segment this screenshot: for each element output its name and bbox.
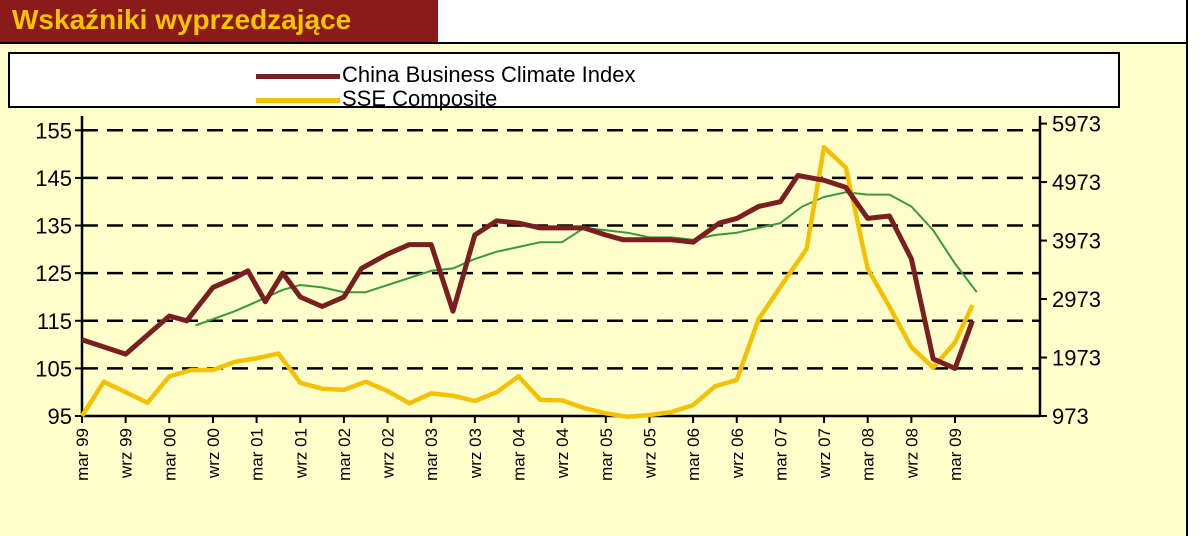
right-border-strip [1186,0,1200,536]
x-tick-label: mar 01 [248,428,267,481]
tick-labels: 95 105 115 125 135 145 155 973 1973 2973 3973 4973 5… [35,112,1101,481]
left-tick-label: 125 [35,261,72,286]
x-tick-label: wrz 06 [728,428,747,479]
legend-label-cbci: China Business Climate Index [342,62,636,87]
x-tick-label: mar 03 [422,428,441,481]
chart-title: Wskaźniki wyprzedzające [12,4,352,35]
x-tick-label: mar 07 [771,428,790,481]
left-tick-label: 95 [48,404,72,429]
chart-legend: China Business Climate Index SSE Composi… [8,52,1120,111]
right-tick-label: 4973 [1052,170,1101,195]
x-tick-label: mar 99 [73,428,92,481]
legend-swatch-sse [256,98,340,103]
x-tick-label: mar 09 [946,428,965,481]
left-tick-label: 115 [37,309,72,334]
series-line-cbci [81,173,975,371]
x-tick-label: wrz 07 [815,428,834,479]
series-line-trend [195,191,978,327]
x-tick-label: wrz 99 [117,428,136,479]
x-tick-label: mar 00 [160,428,179,481]
x-tick-label: wrz 04 [553,428,572,479]
x-tick-label: mar 05 [597,428,616,481]
x-tick-label: wrz 01 [291,428,310,479]
grid-lines [82,129,1040,370]
x-tick-label: wrz 00 [204,428,223,479]
axes [75,116,1047,423]
title-bar-spacer [438,0,1186,44]
series-line-sse [80,144,975,420]
x-tick-label: mar 06 [684,428,703,481]
x-tick-label: mar 02 [335,428,354,481]
title-bar: Wskaźniki wyprzedzające [0,0,438,44]
x-tick-label: wrz 05 [640,428,659,479]
right-tick-label: 2973 [1052,287,1101,312]
right-tick-label: 1973 [1052,346,1101,371]
right-tick-label: 3973 [1052,229,1101,254]
x-tick-label: wrz 03 [466,428,485,479]
x-tick-label: wrz 02 [379,428,398,479]
legend-label-sse: SSE Composite [342,86,498,111]
x-tick-label: wrz 08 [902,428,921,479]
left-tick-label: 135 [35,214,72,239]
legend-swatch-cbci [256,74,340,79]
series-lines [80,144,978,420]
x-tick-label: mar 08 [859,428,878,481]
left-tick-label: 145 [35,166,72,191]
x-tick-label: mar 04 [510,428,529,481]
left-tick-label: 105 [35,356,72,381]
right-tick-label: 5973 [1052,112,1101,137]
left-tick-label: 155 [35,118,72,143]
right-tick-label: 973 [1052,404,1089,429]
